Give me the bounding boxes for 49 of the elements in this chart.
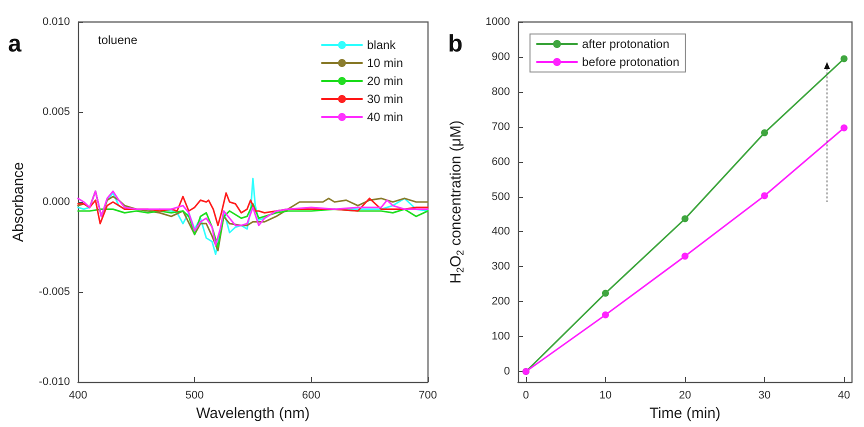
line-series (77, 203, 429, 248)
y-tick-label: 400 (492, 226, 510, 238)
legend-label: 40 min (366, 110, 404, 124)
y-axis-title: H2O2 concentration (μM) (448, 120, 466, 284)
y-tick-label: 300 (492, 260, 510, 273)
y-tick-label: 700 (492, 120, 510, 133)
x-tick-label: 400 (68, 390, 88, 402)
legend-label: 10 min (366, 56, 404, 70)
line-series (77, 192, 429, 226)
point (840, 124, 848, 132)
y-tick-label: 0 (504, 366, 510, 378)
y-tick-label: -0.005 (38, 286, 70, 298)
legend-label: 20 min (366, 74, 404, 88)
point (682, 252, 688, 260)
y-tick-label: 0.000 (42, 196, 70, 208)
x-tick-label: 500 (185, 390, 204, 402)
point (682, 215, 688, 222)
y-tick-label: 600 (492, 156, 510, 168)
x-tick-label: 600 (302, 390, 320, 402)
text: a (8, 30, 22, 58)
x-axis-title: Time (min) (649, 405, 721, 422)
point (761, 129, 768, 136)
x-tick-label: 10 (599, 390, 612, 402)
x-tick-label: 40 (838, 390, 850, 402)
y-tick-label: 1000 (486, 16, 510, 28)
point (602, 311, 609, 318)
annotation: toluene (98, 33, 138, 47)
y-tick-label: 200 (492, 296, 510, 308)
legend-label: after protonation (582, 37, 670, 51)
y-tick-label: 800 (492, 86, 510, 98)
y-tick-label: 100 (492, 330, 510, 343)
point (761, 192, 768, 200)
y-tick-label: 0.010 (42, 16, 70, 28)
legend-label: blank (366, 38, 397, 52)
point (602, 290, 609, 297)
text: b (448, 30, 463, 58)
y-tick-label: 0.005 (42, 106, 70, 118)
legend-label: 30 min (366, 92, 404, 106)
legend-label: before protonation (582, 55, 680, 69)
point (840, 55, 848, 62)
x-axis-title: Wavelength (nm) (196, 405, 310, 422)
x-tick-label: 30 (758, 390, 771, 402)
y-tick-label: 500 (492, 190, 510, 203)
x-tick-label: 0 (522, 390, 530, 402)
y-axis-title: Absorbance (10, 162, 27, 242)
x-tick-label: 700 (418, 390, 438, 402)
x-tick-label: 20 (678, 390, 692, 402)
y-tick-label: -0.010 (38, 376, 70, 388)
y-tick-label: 900 (492, 50, 510, 63)
